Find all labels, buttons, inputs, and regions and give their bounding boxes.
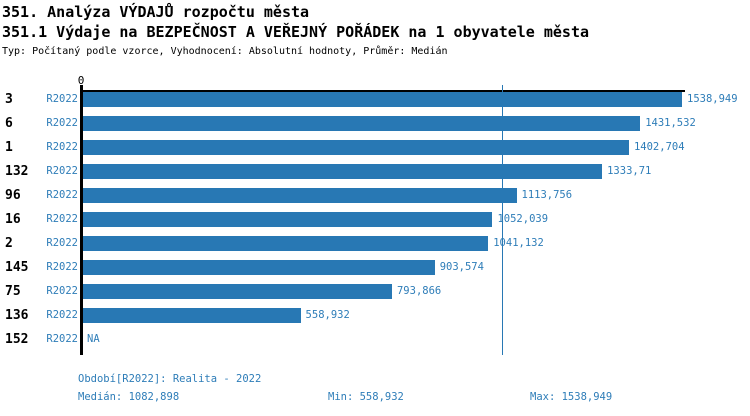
y-axis-line (80, 85, 83, 355)
bar-value: 1052,039 (497, 213, 549, 225)
table-row: 1 R2022 1402,704 (0, 140, 750, 155)
row-period: R2022 (46, 141, 78, 153)
bar-value: 1431,532 (645, 117, 696, 129)
bar (83, 164, 603, 179)
bar (83, 236, 489, 251)
bar-value: 1041,132 (493, 237, 544, 249)
bar-value: NA (87, 333, 100, 345)
bar-value: 1333,71 (607, 165, 652, 177)
bar (83, 92, 682, 107)
page-subtitle: 351.1 Výdaje na BEZPEČNOST A VEŘEJNÝ POŘ… (2, 23, 589, 41)
row-period: R2022 (46, 309, 78, 321)
row-label: 132 (5, 164, 29, 179)
table-row: 96 R2022 1113,756 (0, 188, 750, 203)
table-row: 16 R2022 1052,039 (0, 212, 750, 227)
row-label: 3 (5, 92, 13, 107)
footer-min-label: Min: 558,932 (328, 391, 404, 403)
table-row: 132 R2022 1333,71 (0, 164, 750, 179)
page-title: 351. Analýza VÝDAJŮ rozpočtu města (2, 3, 310, 21)
bar (83, 308, 301, 323)
table-row: 75 R2022 793,866 (0, 284, 750, 299)
row-label: 152 (5, 332, 29, 347)
row-period: R2022 (46, 237, 78, 249)
chart-meta-info: Typ: Počítaný podle vzorce, Vyhodnocení:… (2, 46, 448, 57)
median-line (501, 85, 504, 355)
row-label: 1 (5, 140, 13, 155)
table-row: 3 R2022 1538,949 (0, 92, 750, 107)
row-period: R2022 (46, 285, 78, 297)
row-period: R2022 (46, 117, 78, 129)
row-period: R2022 (46, 189, 78, 201)
row-label: 6 (5, 116, 13, 131)
bar (83, 140, 629, 155)
row-period: R2022 (46, 333, 78, 345)
row-period: R2022 (46, 93, 78, 105)
row-label: 2 (5, 236, 13, 251)
bar-value: 903,574 (439, 261, 484, 273)
row-label: 16 (5, 212, 21, 227)
row-label: 145 (5, 260, 29, 275)
row-period: R2022 (46, 165, 78, 177)
row-label: 136 (5, 308, 29, 323)
table-row: 2 R2022 1041,132 (0, 236, 750, 251)
table-row: 6 R2022 1431,532 (0, 116, 750, 131)
footer-median-label: Medián: 1082,898 (78, 391, 180, 403)
table-row: 145 R2022 903,574 (0, 260, 750, 275)
row-period: R2022 (46, 213, 78, 225)
bar-value: 1538,949 (687, 93, 738, 105)
bar (83, 116, 641, 131)
table-row: 136 R2022 558,932 (0, 308, 750, 323)
footer-max-label: Max: 1538,949 (530, 391, 613, 403)
footer-period-label: Období[R2022]: Realita - 2022 (78, 373, 262, 385)
x-axis-line (80, 90, 685, 92)
x-axis-zero-tick-label: 0 (77, 74, 85, 87)
bar (83, 284, 392, 299)
row-label: 96 (5, 188, 21, 203)
bar (83, 212, 493, 227)
table-row: 152 R2022 NA (0, 332, 750, 347)
bar-value: 1113,756 (521, 189, 573, 201)
bar-value: 1402,704 (633, 141, 685, 153)
row-label: 75 (5, 284, 21, 299)
row-period: R2022 (46, 261, 78, 273)
bar (83, 188, 517, 203)
bar-value: 558,932 (305, 309, 350, 321)
bar (83, 260, 435, 275)
bar-value: 793,866 (396, 285, 442, 297)
